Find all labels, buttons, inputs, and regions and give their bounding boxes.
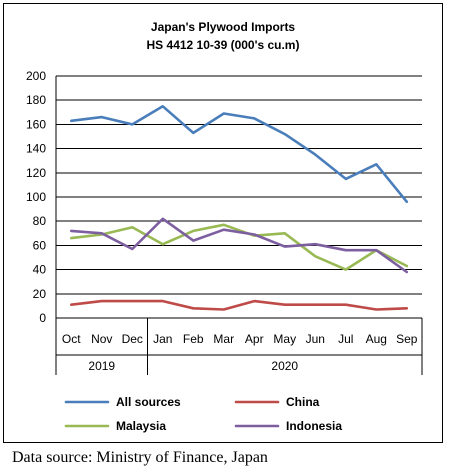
legend-label-malaysia: Malaysia xyxy=(116,419,166,433)
y-tick-label: 80 xyxy=(33,214,47,228)
y-tick-label: 100 xyxy=(26,190,46,204)
year-group-label: 2019 xyxy=(88,359,115,373)
y-tick-label: 120 xyxy=(26,166,46,180)
x-tick-label: Apr xyxy=(245,332,264,346)
x-tick-label: Feb xyxy=(183,332,204,346)
x-tick-label: Jun xyxy=(306,332,325,346)
y-tick-label: 160 xyxy=(26,117,46,131)
y-tick-label: 0 xyxy=(39,311,46,325)
x-tick-label: Jan xyxy=(153,332,172,346)
chart-subtitle: HS 4412 10-39 (000's cu.m) xyxy=(147,38,300,52)
x-tick-label: May xyxy=(273,332,296,346)
year-group-label: 2020 xyxy=(271,359,298,373)
x-tick-label: Sep xyxy=(396,332,418,346)
series-line-indonesia xyxy=(70,217,409,274)
x-tick-label: Oct xyxy=(62,332,81,346)
series-line-all-sources xyxy=(70,105,409,204)
chart-title: Japan's Plywood Imports xyxy=(151,20,296,34)
y-tick-label: 200 xyxy=(26,69,46,83)
legend-label-all-sources: All sources xyxy=(116,395,181,409)
x-tick-label: Mar xyxy=(213,332,234,346)
x-tick-label: Aug xyxy=(366,332,387,346)
x-tick-label: Nov xyxy=(91,332,112,346)
data-source-note: Data source: Ministry of Finance, Japan xyxy=(12,449,268,466)
legend-label-china: China xyxy=(286,395,320,409)
y-tick-label: 140 xyxy=(26,142,46,156)
legend-label-indonesia: Indonesia xyxy=(286,419,342,433)
line-chart: Japan's Plywood Imports HS 4412 10-39 (0… xyxy=(26,20,423,433)
y-tick-label: 20 xyxy=(33,287,47,301)
x-tick-label: Jul xyxy=(338,332,353,346)
y-tick-label: 40 xyxy=(33,263,47,277)
y-tick-label: 180 xyxy=(26,93,46,107)
series-line-china xyxy=(70,299,409,311)
series-line-malaysia xyxy=(70,223,409,271)
chart-frame: Japan's Plywood Imports HS 4412 10-39 (0… xyxy=(3,3,443,443)
x-tick-label: Dec xyxy=(122,332,143,346)
y-tick-label: 60 xyxy=(33,238,47,252)
